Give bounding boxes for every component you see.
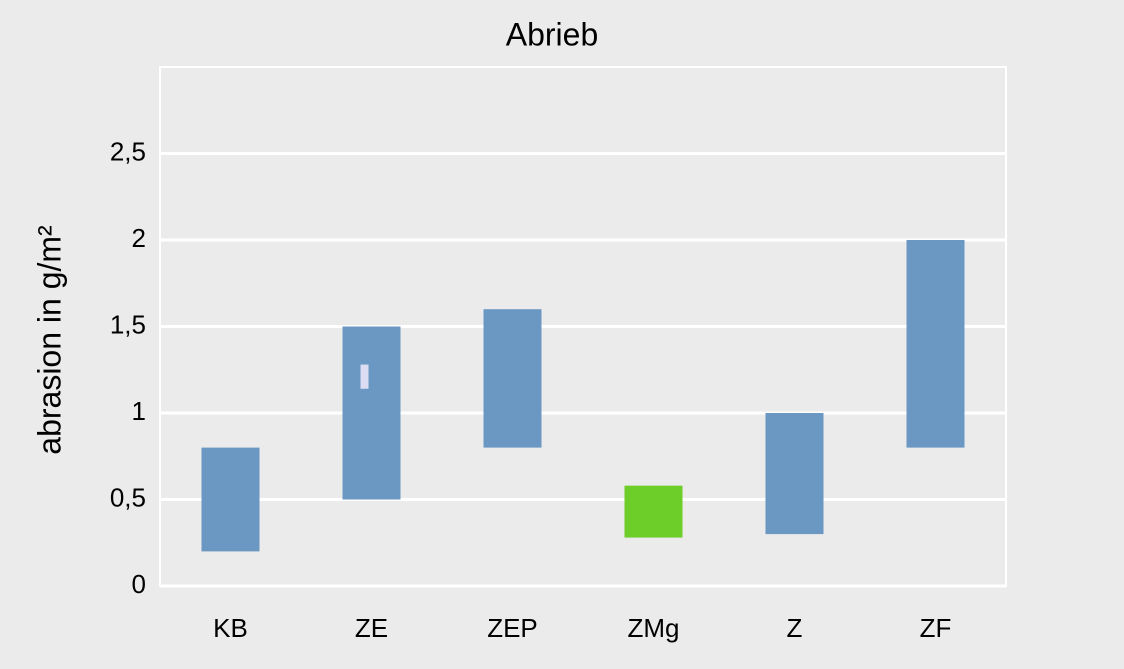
bar [201,447,260,552]
y-tick-label: 0,5 [110,482,146,512]
bar [483,309,542,448]
x-tick-label: ZF [920,613,952,643]
y-tick-label: 2 [132,223,146,253]
y-tick-label: 1,5 [110,309,146,339]
bar [906,240,965,448]
x-tick-label: ZEP [487,613,538,643]
bar [765,413,824,535]
marker [360,364,369,389]
x-tick-label: Z [787,613,803,643]
y-tick-label: 2,5 [110,136,146,166]
bar [624,485,683,538]
y-tick-label: 0 [132,569,146,599]
chart-title: Abrieb [506,16,599,52]
x-tick-label: ZE [355,613,388,643]
x-tick-label: ZMg [628,613,680,643]
y-tick-label: 1 [132,396,146,426]
y-axis-label: abrasion in g/m² [31,225,67,455]
x-tick-label: KB [213,613,248,643]
bar [342,326,401,500]
